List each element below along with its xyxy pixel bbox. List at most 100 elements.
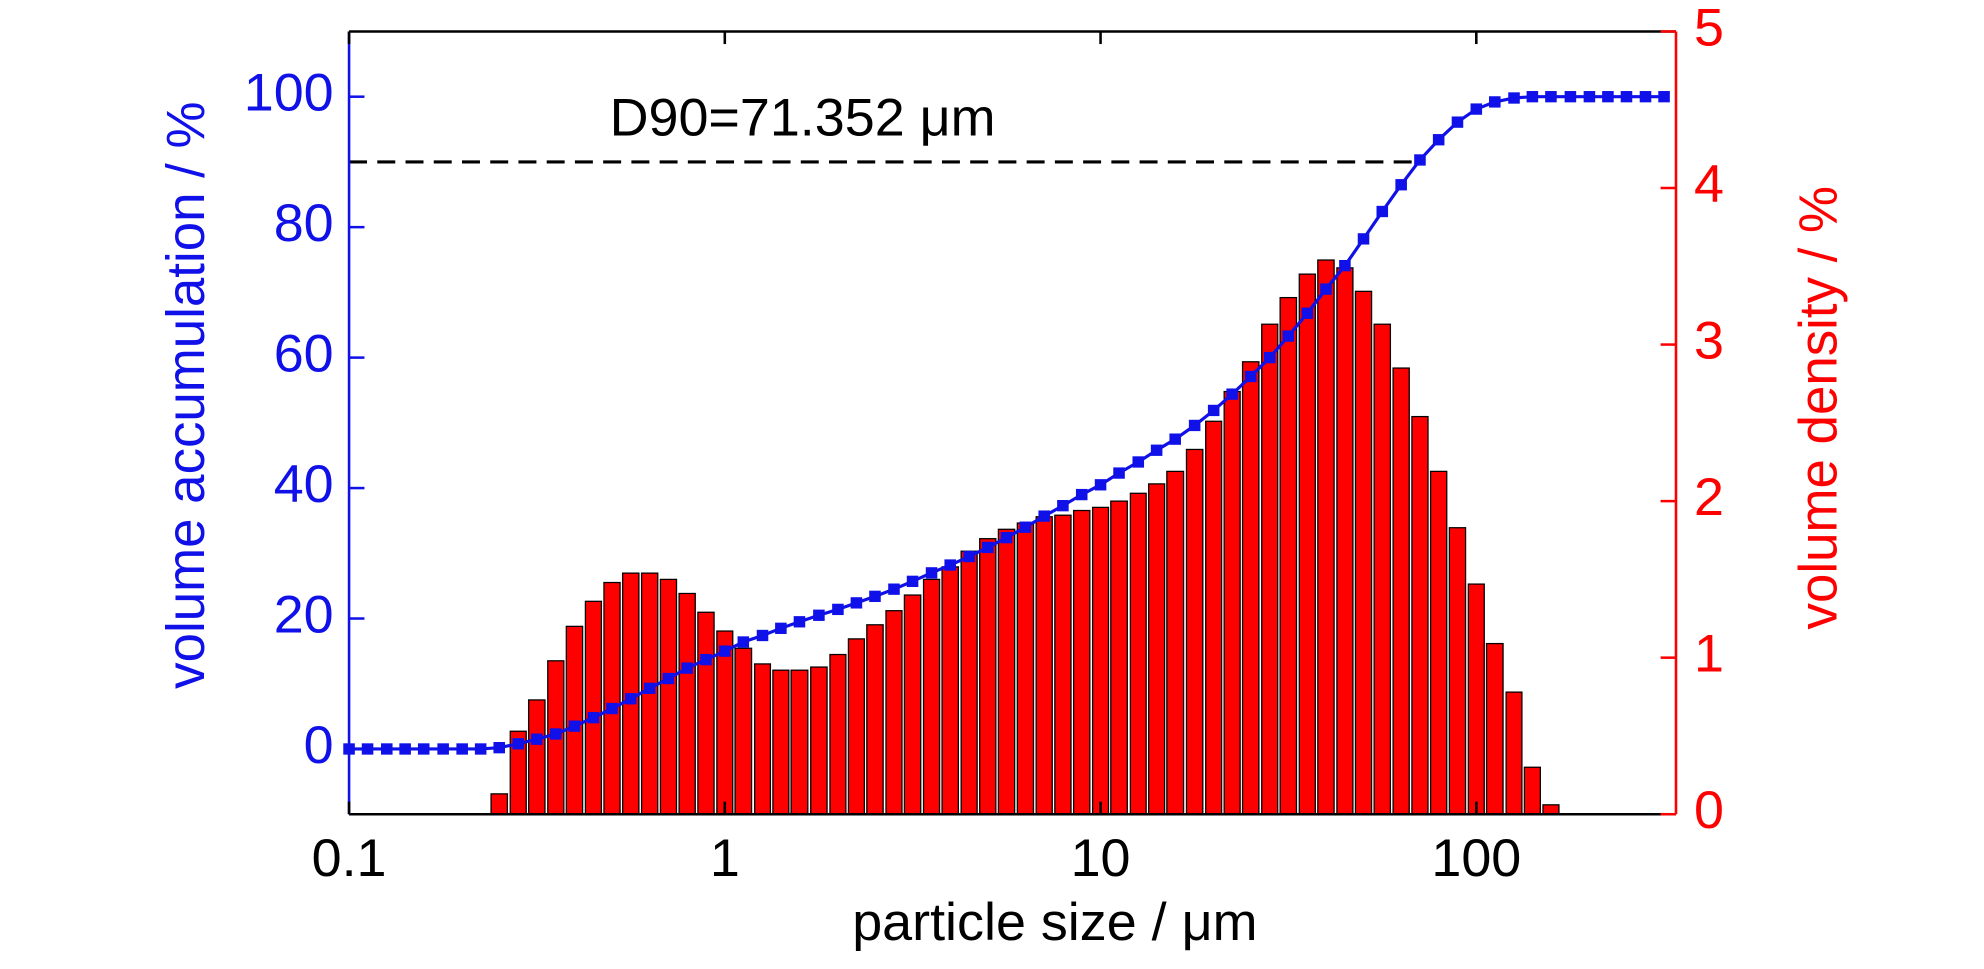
marker — [437, 743, 449, 755]
bar — [734, 647, 753, 815]
marker — [1602, 91, 1614, 103]
marker — [1150, 444, 1163, 456]
x-tick-label: 100 — [1431, 829, 1521, 887]
marker — [587, 712, 600, 724]
marker — [1357, 233, 1370, 245]
y2-tick-label: 5 — [1694, 0, 1724, 57]
marker — [1339, 259, 1351, 272]
marker — [813, 609, 825, 621]
bar — [1166, 470, 1185, 815]
y-tick-label: 20 — [274, 586, 334, 644]
bar — [1110, 500, 1128, 815]
bar — [1279, 296, 1298, 815]
x-tick-label: 1 — [710, 829, 740, 887]
bar — [753, 663, 772, 815]
marker — [1395, 179, 1407, 191]
bar — [1505, 691, 1523, 815]
y-tick-label: 40 — [274, 455, 334, 513]
marker — [1301, 307, 1314, 319]
y2-tick-label: 0 — [1694, 782, 1724, 840]
marker — [606, 702, 618, 715]
bar — [584, 600, 603, 815]
marker — [474, 743, 487, 755]
marker — [719, 645, 731, 657]
bar — [1298, 273, 1316, 815]
bar — [810, 666, 828, 815]
marker — [1263, 351, 1276, 364]
marker — [1244, 370, 1257, 383]
bar — [790, 669, 809, 815]
y-tick-label: 60 — [274, 325, 334, 383]
marker — [662, 672, 675, 685]
y-axis-label: volume accumulation / % — [157, 101, 217, 688]
bar — [1185, 448, 1204, 815]
marker — [624, 693, 637, 705]
marker — [1188, 419, 1201, 432]
marker — [1376, 205, 1389, 218]
bar — [1205, 420, 1223, 815]
marker — [1451, 116, 1464, 128]
marker — [1038, 510, 1050, 522]
marker — [399, 743, 411, 755]
marker — [944, 559, 956, 571]
marker — [1057, 500, 1069, 512]
bar — [490, 793, 509, 815]
bar — [1373, 323, 1392, 815]
bar — [847, 638, 866, 815]
bar — [528, 699, 546, 815]
marker — [1226, 388, 1238, 400]
y-tick-label: 80 — [274, 195, 334, 253]
y2-tick-label: 2 — [1694, 469, 1724, 527]
marker — [1564, 91, 1577, 103]
marker — [1414, 154, 1426, 166]
bar — [866, 624, 884, 815]
marker — [681, 662, 693, 674]
bar — [1392, 367, 1410, 815]
marker — [1526, 91, 1539, 103]
bar — [716, 630, 734, 815]
marker — [531, 733, 543, 745]
marker — [700, 653, 712, 666]
bar — [1523, 766, 1542, 815]
bar — [1129, 492, 1147, 815]
bar — [1035, 516, 1053, 815]
bar — [885, 610, 903, 815]
marker — [832, 603, 844, 616]
bar — [922, 578, 941, 815]
marker — [925, 567, 938, 579]
bar — [772, 669, 790, 815]
marker — [1207, 404, 1220, 417]
bar — [697, 611, 715, 815]
marker — [1470, 103, 1483, 115]
bar — [1054, 514, 1072, 815]
bar — [997, 528, 1016, 815]
marker — [1094, 479, 1107, 491]
marker — [1639, 91, 1652, 103]
marker — [643, 682, 656, 694]
y2-axis-label: volume density / % — [1789, 186, 1849, 629]
marker — [793, 616, 806, 628]
marker — [1075, 488, 1088, 501]
x-tick-label: 0.1 — [312, 829, 387, 887]
bar — [1354, 290, 1373, 815]
marker — [1432, 134, 1445, 146]
bar — [1542, 804, 1560, 815]
marker — [981, 541, 994, 554]
marker — [1113, 467, 1125, 479]
bar — [941, 566, 960, 815]
bar — [1241, 361, 1260, 815]
marker — [512, 738, 525, 750]
bar — [565, 625, 584, 815]
y2-tick-label: 1 — [1694, 625, 1724, 683]
bar — [1261, 323, 1279, 815]
marker — [775, 622, 787, 634]
bar — [603, 581, 621, 815]
marker — [1000, 531, 1013, 544]
marker — [850, 597, 863, 609]
bar — [1016, 522, 1035, 815]
bar — [659, 578, 678, 815]
bar — [1411, 415, 1429, 815]
marker — [1132, 456, 1145, 468]
marker — [1320, 283, 1332, 295]
